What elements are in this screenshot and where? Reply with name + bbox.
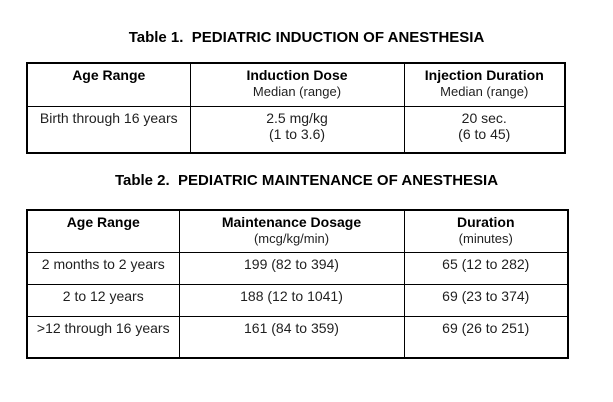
table2-cell-maintenance-dosage: 199 (82 to 394) [178, 251, 405, 285]
table1-cell-age-range: Birth through 16 years [26, 105, 191, 154]
cell-line: 2 months to 2 years [41, 255, 165, 272]
cell-line: 69 (26 to 251) [442, 319, 530, 336]
table2-cell-duration: 69 (23 to 374) [403, 283, 569, 317]
header-sub: (minutes) [458, 231, 513, 246]
table2-header-maintenance-dosage: Maintenance Dosage (mcg/kg/min) [178, 209, 405, 253]
table1-header-induction-dose: Induction Dose Median (range) [189, 62, 405, 107]
cell-line: (1 to 3.6) [268, 125, 326, 142]
table2-maintenance: Age Range Maintenance Dosage (mcg/kg/min… [26, 209, 569, 359]
cell-line: 2 to 12 years [62, 287, 144, 304]
table1-header-injection-duration: Injection Duration Median (range) [403, 62, 566, 107]
header-label: Maintenance Dosage [221, 214, 362, 230]
table2-cell-duration: 65 (12 to 282) [403, 251, 569, 285]
table1-title: Table 1. PEDIATRIC INDUCTION OF ANESTHES… [128, 29, 485, 46]
cell-line: 2.5 mg/kg [266, 109, 328, 126]
cell-line: 188 (12 to 1041) [240, 287, 343, 304]
header-label: Age Range [66, 214, 140, 230]
cell-line: 20 sec. [461, 109, 507, 126]
header-sub: Median (range) [252, 84, 342, 99]
cell-line: 199 (82 to 394) [244, 255, 339, 272]
cell-line: Birth through 16 years [39, 109, 178, 126]
header-sub: Median (range) [440, 84, 529, 99]
table1-cell-induction-dose: 2.5 mg/kg (1 to 3.6) [189, 105, 405, 154]
table2-title: Table 2. PEDIATRIC MAINTENANCE OF ANESTH… [114, 172, 499, 189]
cell-line: 69 (23 to 374) [442, 287, 530, 304]
header-label: Induction Dose [246, 67, 348, 83]
header-label: Age Range [72, 67, 146, 83]
table2-row-over-12-through-16-years: >12 through 16 years 161 (84 to 359) 69 … [26, 315, 569, 359]
table2-cell-age-range: 2 months to 2 years [26, 251, 180, 285]
table1-induction: Age Range Induction Dose Median (range) … [26, 62, 566, 154]
cell-line: >12 through 16 years [36, 319, 170, 336]
table2-header-duration: Duration (minutes) [403, 209, 569, 253]
cell-line: 161 (84 to 359) [244, 319, 339, 336]
table1-row: Birth through 16 years 2.5 mg/kg (1 to 3… [26, 105, 566, 154]
table2-header-age-range: Age Range [26, 209, 180, 253]
table2-cell-maintenance-dosage: 188 (12 to 1041) [178, 283, 405, 317]
table2-header-row: Age Range Maintenance Dosage (mcg/kg/min… [26, 209, 569, 253]
table1-header-row: Age Range Induction Dose Median (range) … [26, 62, 566, 107]
header-sub: (mcg/kg/min) [253, 231, 330, 246]
table2-row-2-to-12-years: 2 to 12 years 188 (12 to 1041) 69 (23 to… [26, 283, 569, 317]
table2-cell-duration: 69 (26 to 251) [403, 315, 569, 359]
table2-cell-maintenance-dosage: 161 (84 to 359) [178, 315, 405, 359]
header-label: Injection Duration [424, 67, 544, 83]
cell-line: 65 (12 to 282) [442, 255, 530, 272]
cell-line: (6 to 45) [458, 125, 511, 142]
table2-cell-age-range: 2 to 12 years [26, 283, 180, 317]
table2-cell-age-range: >12 through 16 years [26, 315, 180, 359]
table1-cell-injection-duration: 20 sec. (6 to 45) [403, 105, 566, 154]
table1-header-age-range: Age Range [26, 62, 191, 107]
table2-row-2-months-to-2-years: 2 months to 2 years 199 (82 to 394) 65 (… [26, 251, 569, 285]
header-label: Duration [456, 214, 515, 230]
